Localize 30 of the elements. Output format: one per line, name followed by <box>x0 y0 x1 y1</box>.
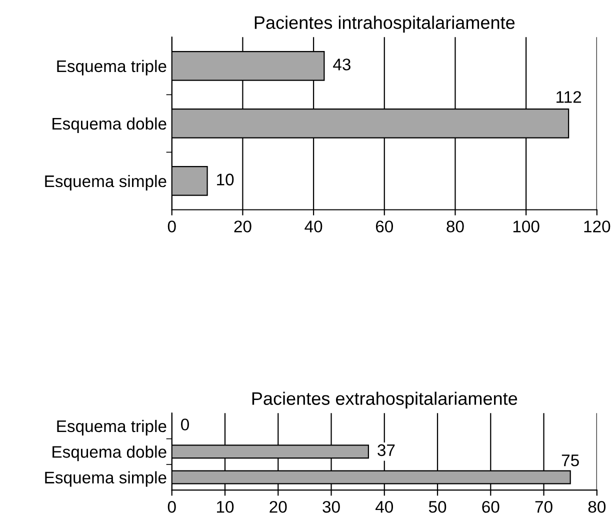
x-tick-label: 40 <box>376 500 393 513</box>
chart-title: Pacientes extrahospitalariamente <box>252 392 518 409</box>
y-tick-label: Esquema doble <box>52 117 166 133</box>
x-tick-label: 100 <box>513 220 540 232</box>
x-tick-label: 60 <box>482 500 500 513</box>
y-tick-label: Esquema triple <box>57 420 166 436</box>
y-tick-label: Esquema triple <box>57 60 166 76</box>
x-tick-label: 30 <box>322 500 340 513</box>
y-tick-label: Esquema simple <box>45 174 166 190</box>
chart-title: Pacientes intrahospitalariamente <box>254 16 515 33</box>
data-label: 43 <box>333 58 350 70</box>
x-tick-label: 70 <box>535 500 552 513</box>
data-label: 112 <box>556 91 582 103</box>
x-tick-label: 20 <box>270 500 287 513</box>
x-tick-label: 80 <box>588 500 606 513</box>
y-tick-label: Esquema simple <box>45 471 166 487</box>
data-label: 75 <box>562 454 579 466</box>
x-tick-label: 50 <box>428 500 446 513</box>
data-label: 0 <box>181 418 189 430</box>
y-tick-label: Esquema doble <box>52 446 166 462</box>
x-tick-label: 10 <box>216 500 234 513</box>
x-tick-label: 0 <box>168 500 176 513</box>
data-label: 37 <box>378 444 395 456</box>
x-tick-label: 20 <box>234 220 252 232</box>
data-label: 10 <box>217 174 234 186</box>
x-tick-label: 60 <box>376 220 393 232</box>
x-tick-label: 80 <box>446 220 464 232</box>
x-tick-label: 0 <box>168 220 176 232</box>
x-tick-label: 120 <box>584 220 610 232</box>
x-tick-label: 40 <box>304 220 322 232</box>
